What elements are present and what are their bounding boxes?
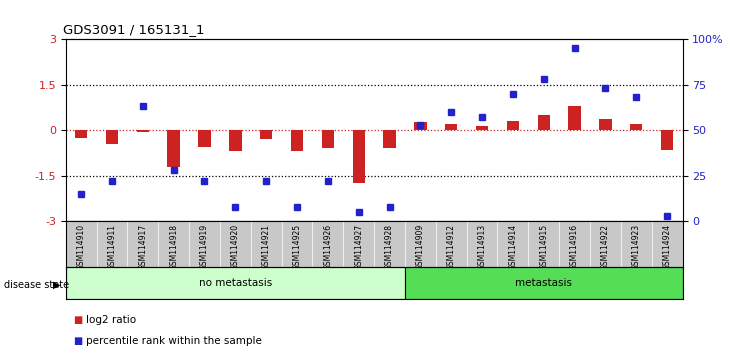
- Text: GSM114916: GSM114916: [570, 224, 579, 270]
- Text: no metastasis: no metastasis: [199, 278, 272, 288]
- Bar: [353, 130, 365, 183]
- Bar: [445, 124, 458, 130]
- Text: GSM114910: GSM114910: [77, 224, 85, 270]
- Text: GSM114918: GSM114918: [169, 224, 178, 269]
- Text: GSM114922: GSM114922: [601, 224, 610, 269]
- Text: GSM114911: GSM114911: [107, 224, 117, 269]
- Text: ■: ■: [73, 315, 82, 325]
- Text: GSM114912: GSM114912: [447, 224, 456, 269]
- Text: percentile rank within the sample: percentile rank within the sample: [86, 336, 262, 346]
- Bar: [75, 130, 88, 138]
- Bar: [383, 130, 396, 148]
- Bar: [229, 130, 242, 152]
- Bar: [66, 267, 405, 299]
- Text: GSM114919: GSM114919: [200, 224, 209, 270]
- Text: GDS3091 / 165131_1: GDS3091 / 165131_1: [63, 23, 204, 36]
- Bar: [137, 130, 149, 132]
- Text: ■: ■: [73, 336, 82, 346]
- Text: GSM114921: GSM114921: [261, 224, 271, 269]
- Text: GSM114923: GSM114923: [631, 224, 641, 270]
- Text: disease state: disease state: [4, 280, 69, 290]
- Bar: [199, 130, 211, 147]
- Text: GSM114925: GSM114925: [293, 224, 301, 270]
- Text: log2 ratio: log2 ratio: [86, 315, 137, 325]
- Text: GSM114924: GSM114924: [663, 224, 672, 270]
- Bar: [405, 267, 683, 299]
- Bar: [599, 119, 612, 130]
- Text: GSM114909: GSM114909: [416, 224, 425, 270]
- Bar: [569, 106, 581, 130]
- Bar: [507, 121, 519, 130]
- Text: metastasis: metastasis: [515, 278, 572, 288]
- Bar: [167, 130, 180, 166]
- Text: GSM114920: GSM114920: [231, 224, 240, 270]
- Bar: [537, 115, 550, 130]
- Text: GSM114928: GSM114928: [385, 224, 394, 269]
- Text: GSM114917: GSM114917: [138, 224, 147, 270]
- Bar: [291, 130, 303, 152]
- Bar: [630, 124, 642, 130]
- Bar: [661, 130, 673, 150]
- Text: ▶: ▶: [53, 280, 61, 290]
- Bar: [414, 122, 426, 130]
- Bar: [322, 130, 334, 148]
- Text: GSM114913: GSM114913: [477, 224, 487, 270]
- Bar: [106, 130, 118, 144]
- Bar: [476, 126, 488, 130]
- Text: GSM114915: GSM114915: [539, 224, 548, 270]
- Text: GSM114926: GSM114926: [323, 224, 332, 270]
- Text: GSM114914: GSM114914: [508, 224, 518, 270]
- Bar: [260, 130, 272, 139]
- Text: GSM114927: GSM114927: [354, 224, 364, 270]
